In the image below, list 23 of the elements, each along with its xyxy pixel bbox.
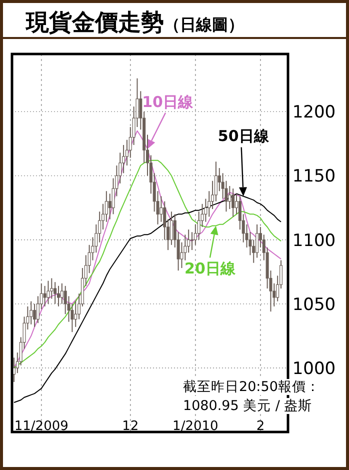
y-tick-label: 1050 — [292, 294, 336, 315]
y-tick-label: 1100 — [292, 230, 336, 251]
x-tick-label: 11/2009 — [14, 419, 68, 434]
candlestick — [232, 188, 235, 218]
candlestick — [54, 282, 57, 304]
candlestick — [60, 282, 64, 304]
y-tick-label: 1000 — [292, 358, 336, 379]
annotation: 截至昨日20:50報價： — [183, 379, 320, 395]
legend-label: 20日線 — [184, 260, 236, 278]
candlestick — [228, 185, 232, 210]
candlestick — [33, 303, 36, 328]
series-label: 10日線 — [142, 92, 194, 111]
x-tick-label: 1/2010 — [172, 419, 218, 434]
annotation: 1080.95 美元 / 盎斯 — [183, 398, 312, 414]
candlestick — [43, 285, 46, 307]
y-tick-label: 1200 — [292, 102, 336, 123]
y-tick-label: 1150 — [292, 166, 336, 187]
x-tick-label: 12 — [122, 419, 139, 434]
text: 50日線 — [218, 127, 270, 146]
candlestick — [46, 280, 50, 304]
candlestick — [57, 285, 60, 307]
chart-subtitle: （日線圖） — [164, 15, 244, 34]
x-tick-label: 2 — [256, 419, 265, 434]
